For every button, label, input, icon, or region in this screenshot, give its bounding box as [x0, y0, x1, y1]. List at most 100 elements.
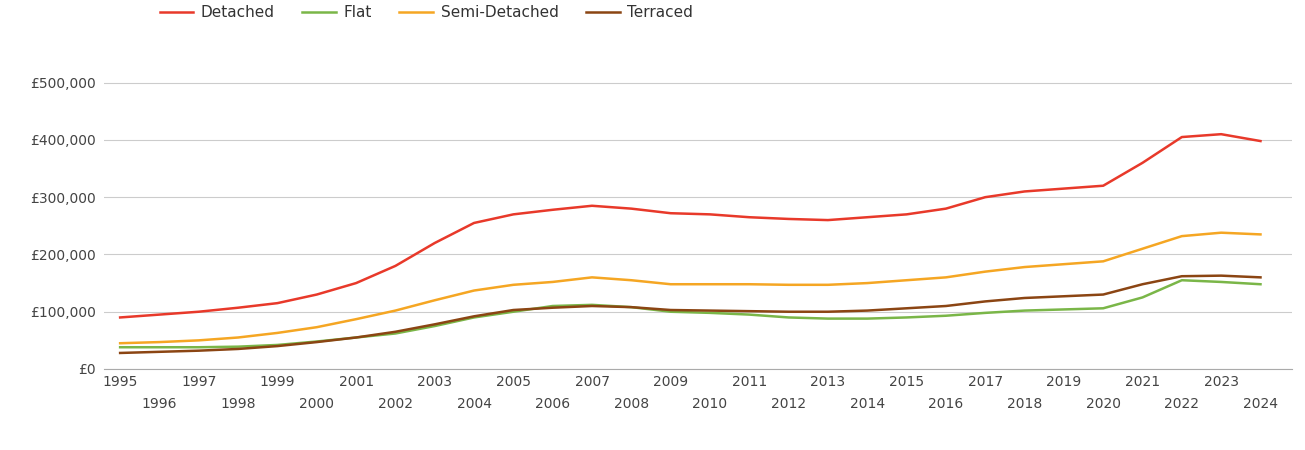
Detached	[545, 207, 561, 212]
Text: 2012: 2012	[771, 397, 806, 411]
Flat	[466, 315, 482, 320]
Flat	[427, 324, 442, 329]
Flat	[938, 313, 954, 319]
Detached	[899, 212, 915, 217]
Detached	[505, 212, 521, 217]
Flat	[230, 344, 245, 349]
Text: 2018: 2018	[1007, 397, 1043, 411]
Legend: Detached, Flat, Semi-Detached, Terraced: Detached, Flat, Semi-Detached, Terraced	[159, 5, 693, 20]
Semi-Detached	[1214, 230, 1229, 235]
Detached	[938, 206, 954, 211]
Semi-Detached	[466, 288, 482, 293]
Line: Semi-Detached: Semi-Detached	[120, 233, 1261, 343]
Flat	[505, 309, 521, 315]
Flat	[309, 339, 325, 344]
Text: 2000: 2000	[299, 397, 334, 411]
Flat	[348, 335, 364, 340]
Semi-Detached	[741, 282, 757, 287]
Text: 2022: 2022	[1164, 397, 1199, 411]
Semi-Detached	[899, 278, 915, 283]
Semi-Detached	[230, 335, 245, 340]
Semi-Detached	[780, 282, 796, 288]
Flat	[585, 302, 600, 307]
Semi-Detached	[1253, 232, 1268, 237]
Terraced	[663, 307, 679, 313]
Detached	[466, 220, 482, 225]
Flat	[899, 315, 915, 320]
Flat	[1174, 278, 1190, 283]
Terraced	[230, 346, 245, 351]
Terraced	[702, 308, 718, 313]
Terraced	[741, 308, 757, 314]
Detached	[702, 212, 718, 217]
Terraced	[388, 329, 403, 334]
Terraced	[860, 308, 876, 313]
Terraced	[112, 350, 128, 356]
Semi-Detached	[545, 279, 561, 285]
Semi-Detached	[585, 274, 600, 280]
Text: 2006: 2006	[535, 397, 570, 411]
Flat	[1017, 308, 1032, 313]
Flat	[624, 305, 639, 310]
Flat	[741, 312, 757, 317]
Detached	[1134, 160, 1150, 166]
Terraced	[1095, 292, 1111, 297]
Flat	[1214, 279, 1229, 285]
Terraced	[427, 322, 442, 327]
Text: 2002: 2002	[378, 397, 412, 411]
Semi-Detached	[977, 269, 993, 274]
Semi-Detached	[309, 324, 325, 330]
Flat	[112, 345, 128, 350]
Detached	[191, 309, 206, 315]
Semi-Detached	[1134, 246, 1150, 252]
Flat	[191, 345, 206, 350]
Semi-Detached	[1095, 259, 1111, 264]
Terraced	[624, 305, 639, 310]
Line: Flat: Flat	[120, 280, 1261, 347]
Flat	[663, 309, 679, 315]
Flat	[977, 310, 993, 315]
Text: 2020: 2020	[1086, 397, 1121, 411]
Text: 2016: 2016	[928, 397, 963, 411]
Detached	[1253, 138, 1268, 144]
Terraced	[309, 339, 325, 345]
Terraced	[505, 307, 521, 313]
Detached	[1174, 135, 1190, 140]
Detached	[624, 206, 639, 211]
Semi-Detached	[112, 341, 128, 346]
Semi-Detached	[860, 280, 876, 286]
Terraced	[1134, 282, 1150, 287]
Terraced	[270, 343, 286, 349]
Semi-Detached	[1174, 234, 1190, 239]
Terraced	[1056, 293, 1071, 299]
Text: 2014: 2014	[850, 397, 885, 411]
Semi-Detached	[151, 339, 167, 345]
Detached	[977, 194, 993, 200]
Flat	[151, 345, 167, 350]
Semi-Detached	[938, 274, 954, 280]
Text: 1996: 1996	[142, 397, 177, 411]
Flat	[1134, 295, 1150, 300]
Detached	[388, 263, 403, 269]
Flat	[820, 316, 835, 321]
Flat	[702, 310, 718, 315]
Terraced	[348, 335, 364, 340]
Detached	[1017, 189, 1032, 194]
Detached	[309, 292, 325, 297]
Terraced	[938, 303, 954, 309]
Flat	[388, 331, 403, 336]
Detached	[1214, 131, 1229, 137]
Detached	[1056, 186, 1071, 191]
Semi-Detached	[702, 282, 718, 287]
Detached	[741, 215, 757, 220]
Detached	[230, 305, 245, 310]
Terraced	[1253, 274, 1268, 280]
Terraced	[1174, 274, 1190, 279]
Flat	[860, 316, 876, 321]
Text: 2004: 2004	[457, 397, 492, 411]
Text: 2010: 2010	[693, 397, 727, 411]
Flat	[1253, 282, 1268, 287]
Semi-Detached	[1056, 261, 1071, 267]
Detached	[820, 217, 835, 223]
Terraced	[466, 314, 482, 319]
